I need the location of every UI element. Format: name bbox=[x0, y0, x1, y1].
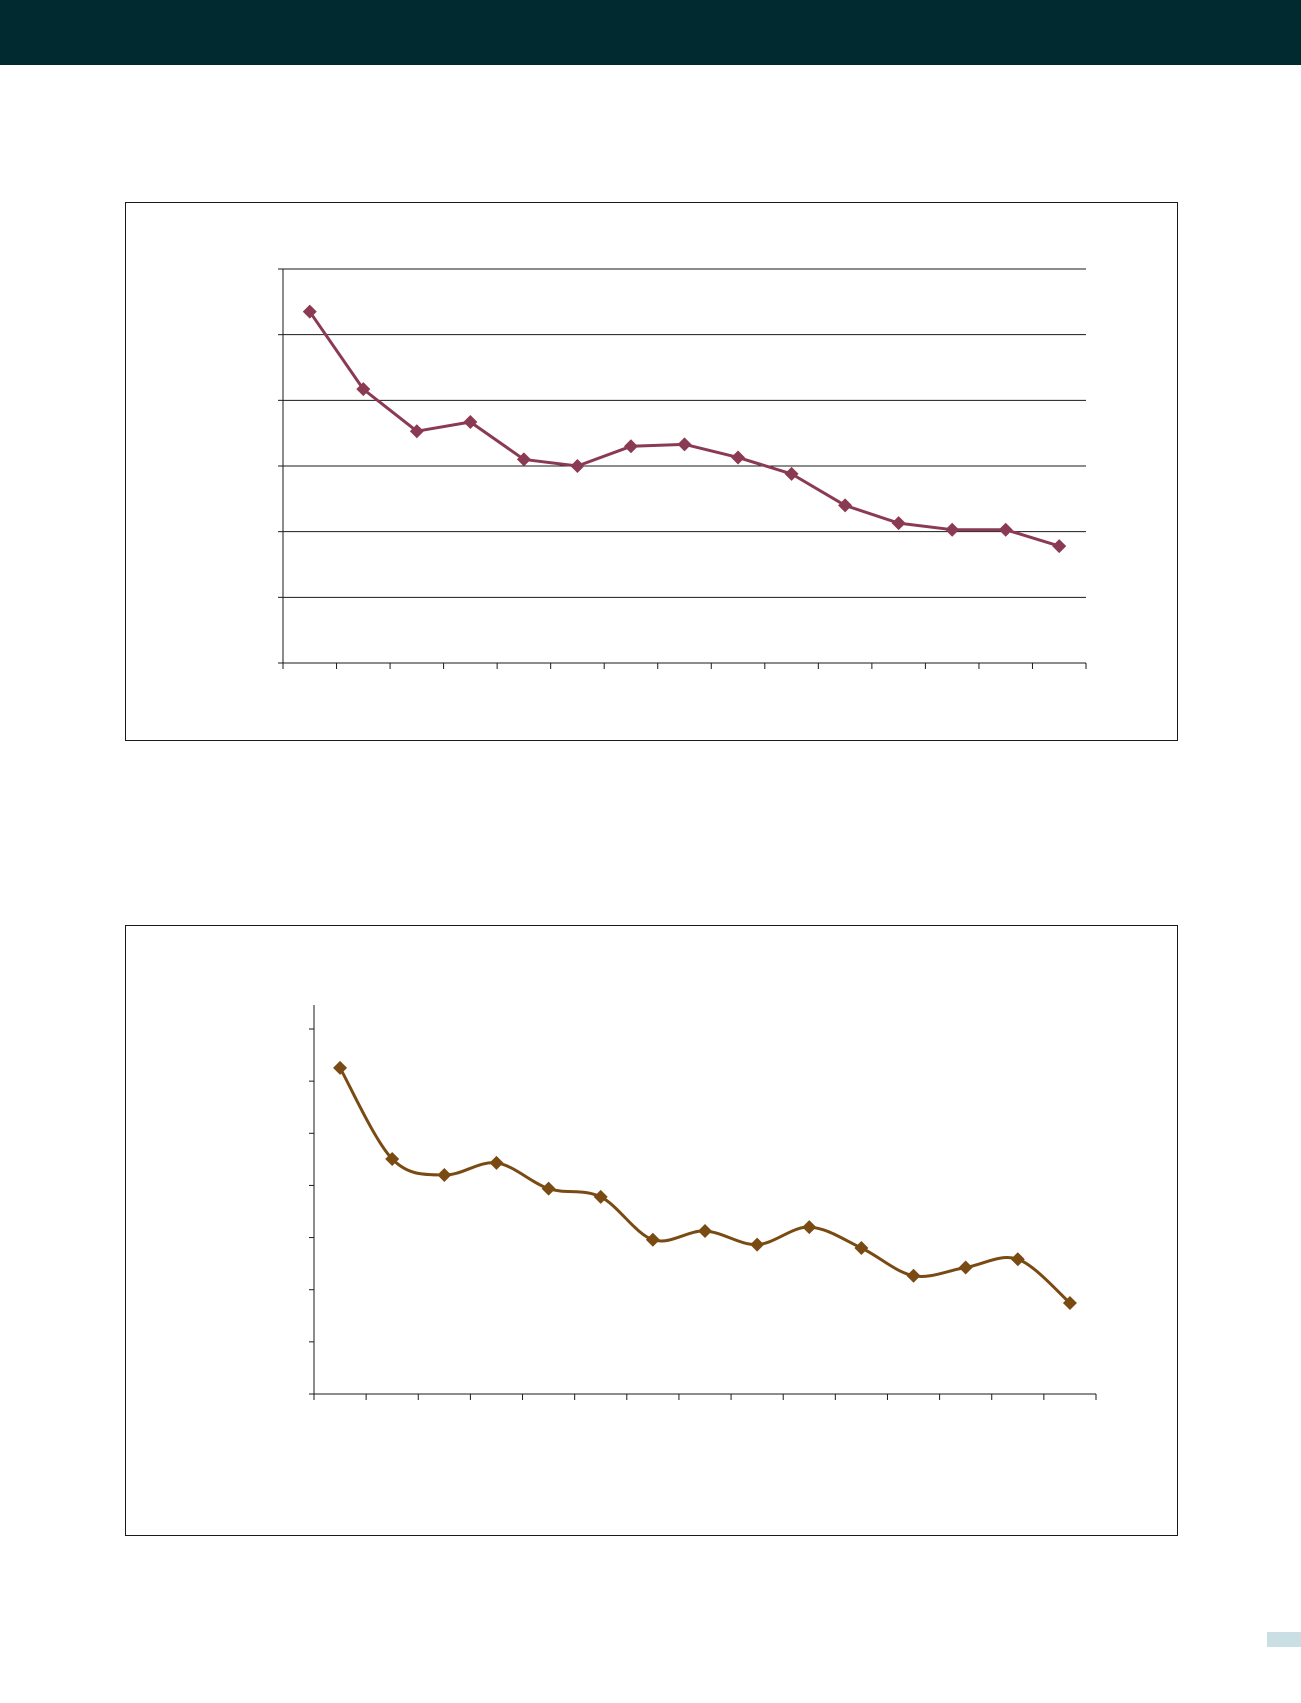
chart-1-frame bbox=[125, 202, 1178, 741]
data-point bbox=[463, 415, 478, 430]
data-point bbox=[698, 1223, 712, 1238]
data-point bbox=[784, 466, 799, 481]
data-point bbox=[1062, 1295, 1077, 1310]
header-band bbox=[0, 0, 1301, 65]
data-point bbox=[302, 304, 317, 319]
data-point bbox=[541, 1181, 556, 1196]
data-point bbox=[570, 459, 585, 473]
data-point bbox=[906, 1268, 921, 1283]
data-point bbox=[623, 439, 638, 454]
data-point bbox=[1010, 1252, 1025, 1267]
data-point bbox=[356, 382, 371, 397]
data-point bbox=[333, 1060, 348, 1075]
data-point bbox=[677, 437, 692, 452]
data-point bbox=[802, 1220, 817, 1235]
data-point bbox=[958, 1260, 973, 1275]
data-point bbox=[645, 1232, 660, 1247]
data-point bbox=[1052, 539, 1067, 554]
data-point bbox=[891, 516, 906, 531]
data-point bbox=[385, 1151, 400, 1166]
data-point bbox=[838, 498, 853, 513]
series-line bbox=[308, 310, 1060, 548]
page-tab bbox=[1267, 1632, 1301, 1647]
data-point bbox=[489, 1155, 504, 1170]
chart-2-frame bbox=[125, 925, 1178, 1536]
data-point bbox=[516, 452, 531, 467]
data-point bbox=[945, 522, 960, 537]
data-point bbox=[750, 1237, 765, 1252]
chart-2-plot bbox=[309, 1005, 1097, 1400]
data-point bbox=[731, 450, 746, 465]
data-point bbox=[998, 522, 1013, 537]
data-point bbox=[854, 1241, 869, 1255]
data-point bbox=[437, 1168, 452, 1182]
data-point bbox=[593, 1189, 608, 1204]
chart-1-plot bbox=[278, 268, 1087, 669]
data-point bbox=[409, 424, 424, 439]
